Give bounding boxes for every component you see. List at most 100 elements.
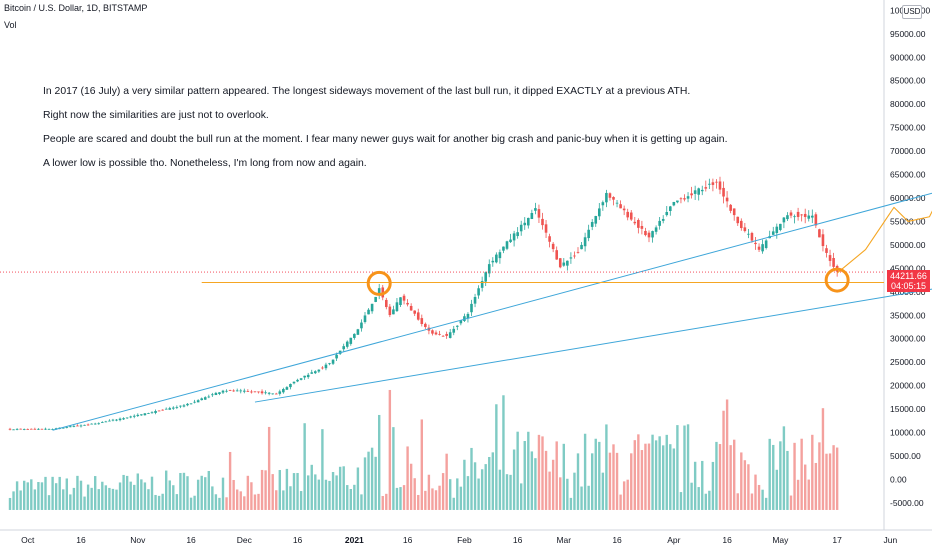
candle-body <box>445 333 448 336</box>
candle-body <box>566 260 569 266</box>
volume-bar <box>708 490 711 510</box>
volume-bar <box>307 475 310 510</box>
volume-bar <box>402 485 406 510</box>
candle-body <box>622 208 626 211</box>
candle-body <box>392 309 395 315</box>
candle-body <box>473 296 477 304</box>
candle-body <box>118 418 122 421</box>
candle-body <box>459 320 463 324</box>
volume-indicator-label[interactable]: Vol <box>4 20 17 30</box>
volume-bar <box>555 441 558 510</box>
candle-body <box>40 428 44 430</box>
volume-bar <box>324 479 328 510</box>
candle-body <box>61 427 65 429</box>
volume-bar <box>420 419 423 510</box>
volume-bar <box>140 479 143 510</box>
candle-body <box>477 288 480 296</box>
volume-bar <box>534 458 537 510</box>
volume-bar <box>342 466 345 510</box>
volume-bar <box>427 474 431 510</box>
candle-body <box>168 408 172 410</box>
candle-body <box>399 297 402 306</box>
candle-body <box>534 208 537 211</box>
volume-bar <box>409 463 413 510</box>
currency-badge[interactable]: USD <box>902 5 922 19</box>
volume-bar <box>449 479 452 510</box>
volume-bar <box>456 478 459 510</box>
x-tick-label: 17 <box>832 535 842 545</box>
volume-bar <box>789 495 793 510</box>
candle-body <box>317 369 321 372</box>
x-tick-label: May <box>772 535 789 545</box>
candle-body <box>22 429 26 431</box>
candle-body <box>669 206 672 211</box>
y-tick-label: 35000.00 <box>890 310 926 320</box>
candle-body <box>342 346 345 350</box>
last-price-badge: 44211.66 <box>887 270 930 281</box>
volume-bar <box>26 482 29 510</box>
candle-body <box>79 425 83 427</box>
trendline-2 <box>254 288 932 403</box>
volume-bar <box>338 466 342 510</box>
candle-body <box>15 428 19 430</box>
candle-body <box>221 390 225 393</box>
candle-body <box>377 288 381 296</box>
volume-bar <box>136 473 139 510</box>
volume-bar <box>445 453 448 510</box>
candle-body <box>129 416 132 418</box>
candle-body <box>356 329 360 335</box>
volume-bar <box>566 478 569 510</box>
volume-bar <box>133 484 136 510</box>
y-tick-label: 80000.00 <box>890 99 926 109</box>
volume-bar <box>832 445 835 510</box>
volume-bar <box>527 431 530 510</box>
volume-bar <box>672 448 676 510</box>
candle-body <box>69 426 72 428</box>
volume-bar <box>385 493 388 510</box>
candle-body <box>704 187 708 189</box>
volume-bar <box>58 476 61 510</box>
volume-bar <box>278 470 281 510</box>
candle-body <box>37 428 40 430</box>
volume-bar <box>800 438 803 510</box>
candle-body <box>250 391 253 393</box>
candle-body <box>303 375 306 378</box>
volume-bar <box>388 389 392 510</box>
candle-body <box>374 296 377 302</box>
candle-body <box>353 333 356 338</box>
candle-body <box>729 204 732 211</box>
volume-bar <box>431 488 434 510</box>
candle-body <box>672 201 676 206</box>
candle-body <box>484 272 487 282</box>
candle-body <box>310 372 314 374</box>
candle-body <box>65 427 69 428</box>
candle-body <box>580 244 583 250</box>
candle-body <box>431 330 434 334</box>
candle-body <box>647 232 651 238</box>
y-tick-label: 20000.00 <box>890 381 926 391</box>
volume-bar <box>243 496 246 510</box>
candle-body <box>740 220 743 229</box>
volume-bar <box>605 424 608 510</box>
volume-bar <box>108 487 111 510</box>
volume-bar <box>441 473 445 510</box>
candle-body <box>700 189 704 192</box>
candle-body <box>218 392 221 394</box>
volume-bar <box>175 494 179 510</box>
projection-path <box>836 206 932 274</box>
candle-body <box>111 419 115 421</box>
volume-bar <box>232 479 235 510</box>
y-tick-label: -5000.00 <box>890 498 924 508</box>
volume-bar <box>725 399 729 510</box>
volume-bar <box>747 464 750 510</box>
candle-body <box>644 230 647 236</box>
candle-body <box>26 429 30 430</box>
candle-body <box>136 414 140 416</box>
candle-body <box>164 408 168 410</box>
volume-bar <box>125 475 129 510</box>
candle-body <box>516 232 519 237</box>
volume-bar <box>658 436 661 510</box>
volume-bar <box>143 482 147 510</box>
